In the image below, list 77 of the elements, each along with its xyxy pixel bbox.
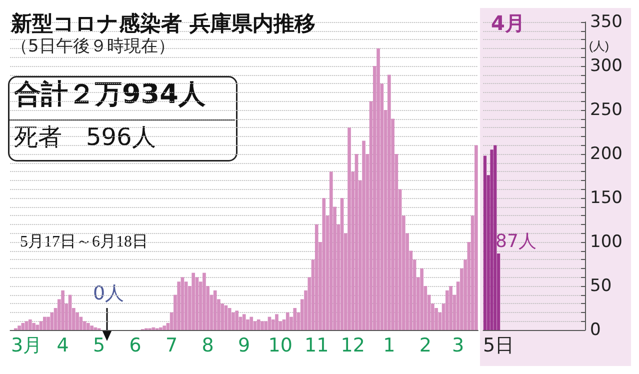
bar bbox=[28, 319, 32, 330]
bar bbox=[43, 316, 46, 330]
bar bbox=[21, 322, 25, 330]
bar bbox=[286, 312, 290, 330]
chart-title: 新型コロナ感染者 兵庫県内推移 bbox=[10, 12, 316, 36]
x-tick-label: 2 bbox=[419, 334, 432, 356]
y-tick-label: 100 bbox=[590, 232, 622, 252]
x-tick-label: 6 bbox=[129, 334, 142, 356]
x-tick-label: 8 bbox=[202, 334, 214, 356]
x-tick-label: 12 bbox=[340, 334, 365, 356]
bar bbox=[162, 326, 166, 330]
bar bbox=[36, 324, 40, 330]
bar bbox=[376, 48, 380, 330]
bar bbox=[494, 145, 497, 330]
chart-title: 4月 bbox=[491, 11, 525, 35]
x-tick-label: 1 bbox=[383, 334, 396, 356]
bar bbox=[82, 321, 86, 330]
bar bbox=[329, 172, 333, 330]
bar bbox=[275, 314, 278, 330]
bar bbox=[322, 198, 326, 330]
annotation: 0人 bbox=[93, 282, 124, 304]
bar bbox=[86, 322, 90, 330]
bar bbox=[192, 272, 196, 330]
x-tick-label: 7 bbox=[166, 334, 178, 356]
bar bbox=[483, 156, 487, 330]
x-tick-label: 3月 bbox=[10, 334, 42, 356]
bar bbox=[232, 312, 235, 330]
bar bbox=[228, 308, 232, 330]
bar bbox=[264, 321, 268, 330]
bar bbox=[250, 316, 254, 330]
bar bbox=[213, 290, 217, 330]
x-tick-label: 10 bbox=[268, 334, 292, 356]
bar bbox=[76, 312, 79, 330]
bar bbox=[420, 268, 424, 330]
bar bbox=[32, 322, 36, 330]
bar bbox=[348, 128, 351, 330]
bar bbox=[46, 316, 50, 330]
bar bbox=[387, 74, 391, 330]
y-tick-label: 50 bbox=[590, 276, 612, 296]
text: （5日午後９時現在） bbox=[11, 36, 175, 56]
bar bbox=[314, 224, 318, 330]
bar bbox=[256, 319, 260, 330]
y-tick-label: 300 bbox=[590, 56, 622, 76]
bar bbox=[340, 198, 344, 330]
x-tick-label: 9 bbox=[238, 334, 250, 356]
bar bbox=[39, 321, 43, 330]
bar bbox=[159, 327, 162, 330]
y-tick-label: 200 bbox=[590, 144, 622, 164]
bar bbox=[61, 290, 64, 330]
bar bbox=[449, 286, 452, 330]
bar bbox=[235, 310, 239, 330]
y-axis-title: (人) bbox=[589, 39, 609, 53]
bar bbox=[242, 314, 246, 330]
bar bbox=[354, 154, 358, 330]
x-tick-label: 3 bbox=[452, 334, 464, 356]
bar bbox=[446, 290, 449, 330]
bar bbox=[24, 321, 28, 330]
data-label: 87人 bbox=[496, 230, 536, 252]
bar bbox=[195, 277, 199, 330]
y-tick-label: 250 bbox=[590, 100, 622, 120]
annotation: 合計２万934人 bbox=[13, 79, 206, 110]
bar bbox=[474, 145, 478, 330]
bar bbox=[180, 277, 184, 330]
bar bbox=[293, 308, 297, 330]
x-tick-label: 11 bbox=[304, 334, 329, 356]
bar bbox=[202, 272, 206, 330]
y-tick-label: 150 bbox=[590, 188, 622, 208]
y-tick-label: 0 bbox=[590, 320, 601, 340]
x-tick-label: 5日 bbox=[482, 334, 514, 356]
x-tick-label: 5 bbox=[93, 334, 106, 356]
y-tick-label: 350 bbox=[590, 12, 622, 32]
x-tick-label: 4 bbox=[56, 334, 69, 356]
bar bbox=[253, 321, 257, 330]
bar bbox=[362, 140, 366, 330]
bar bbox=[90, 326, 94, 330]
bar bbox=[18, 326, 21, 330]
bar bbox=[260, 321, 264, 330]
